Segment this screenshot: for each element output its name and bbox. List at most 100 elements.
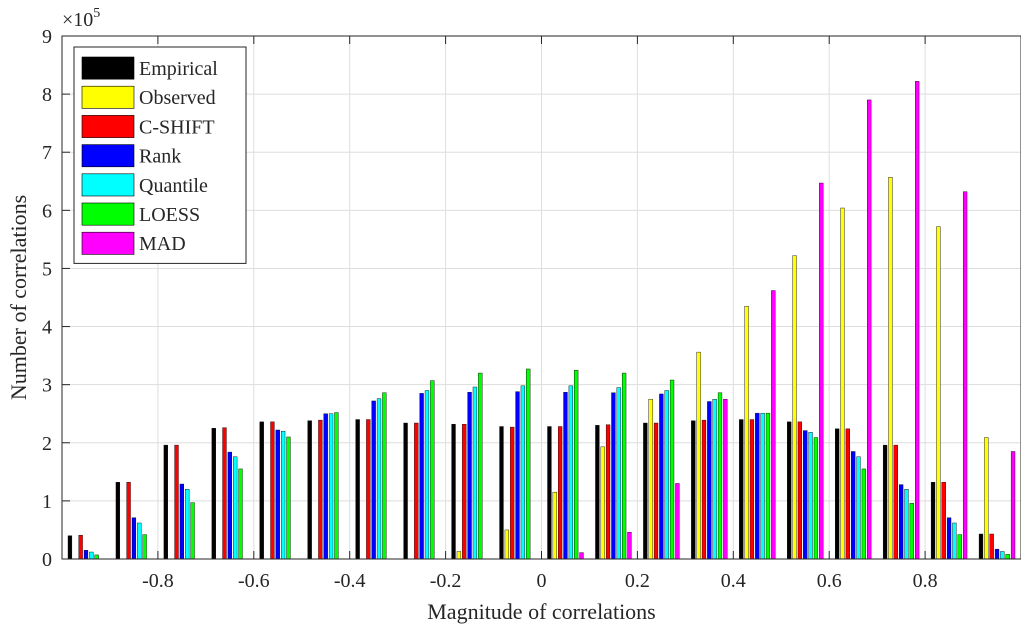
bar-mad xyxy=(962,191,968,560)
bar-rank xyxy=(371,400,376,560)
x-axis-label: Magnitude of correlations xyxy=(427,599,656,624)
bar-quantile xyxy=(424,390,430,560)
bar-observed xyxy=(696,351,701,560)
legend: Empirical Observed C-SHIFT Rank Quantile LOES… xyxy=(73,46,247,264)
bar-c-shift xyxy=(605,424,611,560)
bar-observed xyxy=(840,207,845,560)
y-axis-multiplier: ×105 xyxy=(62,6,100,31)
y-tick-label: 1 xyxy=(42,491,52,513)
bar-c-shift xyxy=(510,426,515,560)
bar-loess xyxy=(238,468,243,560)
bar-empirical xyxy=(978,533,984,560)
bar-mad xyxy=(915,81,920,560)
bar-c-shift xyxy=(749,419,755,560)
y-tick-label: 8 xyxy=(42,84,52,106)
bar-rank xyxy=(323,413,328,560)
bar-c-shift xyxy=(989,533,994,560)
x-tick-label: 0.6 xyxy=(817,570,842,592)
bar-rank xyxy=(707,401,712,560)
bar-empirical xyxy=(499,426,504,560)
bar-c-shift xyxy=(893,444,898,560)
bar-loess xyxy=(286,436,291,560)
axis-ticks: -0.8 -0.6 -0.4 -0.2 0 0.2 0.4 0.6 0.8 0 1 2 3 4 5 6 7 8 9 xyxy=(42,26,938,592)
bar-empirical xyxy=(211,428,216,560)
legend-swatch xyxy=(81,85,135,109)
bar-rank xyxy=(994,548,1000,560)
y-tick-label: 0 xyxy=(42,549,52,571)
bar-loess xyxy=(717,392,723,560)
bar-empirical xyxy=(930,482,936,560)
bar-rank xyxy=(946,517,952,560)
legend-label: Empirical xyxy=(139,58,218,80)
bar-quantile xyxy=(233,456,238,560)
bar-rank xyxy=(83,550,89,560)
bar-rank xyxy=(851,451,856,560)
bar-loess xyxy=(334,412,339,560)
bar-observed xyxy=(888,177,893,560)
bar-loess xyxy=(861,468,866,560)
y-tick-label: 4 xyxy=(42,317,52,339)
bar-rank xyxy=(467,392,472,560)
bar-c-shift xyxy=(78,534,83,560)
bar-c-shift xyxy=(653,422,659,560)
bar-rank xyxy=(755,412,760,560)
bar-rank xyxy=(419,393,424,560)
bar-observed xyxy=(792,255,797,560)
bar-c-shift xyxy=(270,421,275,560)
bar-empirical xyxy=(691,420,696,560)
bar-rank xyxy=(803,430,808,560)
bar-c-shift xyxy=(941,482,946,560)
bar-loess xyxy=(909,503,914,560)
bar-quantile xyxy=(89,551,94,560)
bar-mad xyxy=(627,532,632,560)
bar-quantile xyxy=(137,522,142,560)
y-tick-label: 5 xyxy=(42,258,52,280)
bar-quantile xyxy=(185,489,190,560)
x-tick-label: -0.4 xyxy=(334,570,366,592)
bar-observed xyxy=(744,306,749,560)
bar-c-shift xyxy=(126,482,131,560)
y-tick-label: 9 xyxy=(42,26,52,48)
legend-label: Observed xyxy=(139,87,216,109)
bar-rank xyxy=(659,393,664,560)
bar-quantile xyxy=(856,456,861,560)
bars xyxy=(67,81,1016,560)
x-tick-label: 0.8 xyxy=(913,570,938,592)
bar-quantile xyxy=(376,398,382,560)
bar-c-shift xyxy=(222,427,227,560)
bar-empirical xyxy=(451,423,456,560)
x-tick-label: -0.8 xyxy=(142,570,174,592)
bar-mad xyxy=(867,99,872,560)
legend-label: LOESS xyxy=(139,204,200,226)
bar-loess xyxy=(430,380,435,560)
legend-swatch xyxy=(81,56,135,80)
bar-rank xyxy=(611,392,616,560)
bar-quantile xyxy=(616,387,621,560)
bar-quantile xyxy=(808,432,813,560)
bar-quantile xyxy=(664,390,669,560)
bar-quantile xyxy=(568,385,573,560)
bar-loess xyxy=(94,554,99,560)
bar-c-shift xyxy=(174,444,179,560)
bar-rank xyxy=(899,484,904,560)
y-axis-multiplier-exponent: 5 xyxy=(93,6,100,21)
bar-quantile xyxy=(328,413,334,560)
bar-observed xyxy=(504,529,509,560)
bar-rank xyxy=(515,391,520,560)
bar-empirical xyxy=(739,419,744,560)
bar-loess xyxy=(142,534,147,560)
bar-c-shift xyxy=(797,421,803,560)
bar-loess xyxy=(765,412,771,560)
bar-rank xyxy=(179,483,184,560)
bar-observed xyxy=(600,446,605,560)
y-tick-label: 7 xyxy=(42,142,52,164)
legend-label: MAD xyxy=(139,233,186,255)
bar-loess xyxy=(813,437,819,560)
bar-loess xyxy=(1005,554,1010,560)
bar-c-shift xyxy=(414,422,419,560)
bar-observed xyxy=(648,398,653,560)
bar-empirical xyxy=(547,426,552,560)
bar-empirical xyxy=(67,535,73,560)
y-axis-multiplier-base: ×10 xyxy=(62,9,93,31)
bar-loess xyxy=(190,502,195,560)
